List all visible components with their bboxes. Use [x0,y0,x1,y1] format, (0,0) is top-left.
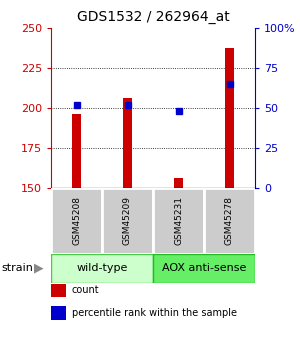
Title: GDS1532 / 262964_at: GDS1532 / 262964_at [76,10,230,24]
Bar [153,254,255,283]
Text: AOX anti-sense: AOX anti-sense [162,263,246,273]
Bar [102,188,153,254]
Text: percentile rank within the sample: percentile rank within the sample [72,308,237,318]
Bar [51,254,153,283]
Text: GSM45208: GSM45208 [72,196,81,245]
Bar [153,188,204,254]
Text: ▶: ▶ [34,262,44,275]
Bar [225,48,234,188]
Bar [204,188,255,254]
Bar [72,114,81,188]
Bar [123,98,132,188]
Text: GSM45231: GSM45231 [174,196,183,245]
Text: strain: strain [2,263,33,273]
Text: GSM45278: GSM45278 [225,196,234,245]
Bar [51,188,102,254]
Bar [174,178,183,188]
Text: wild-type: wild-type [76,263,128,273]
Text: GSM45209: GSM45209 [123,196,132,245]
Text: count: count [72,286,100,295]
